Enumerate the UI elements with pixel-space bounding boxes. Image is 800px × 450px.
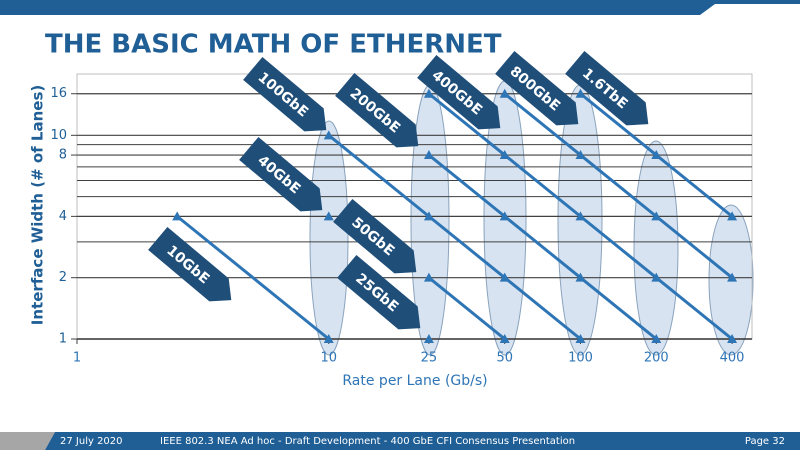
banner-shape bbox=[239, 136, 323, 212]
marker bbox=[499, 334, 510, 343]
series-line bbox=[327, 134, 582, 341]
marker bbox=[727, 211, 738, 221]
highlight bbox=[633, 140, 679, 356]
marker bbox=[727, 334, 738, 343]
y-tick-label: 4 bbox=[59, 209, 67, 224]
marker bbox=[575, 88, 586, 98]
y-axis-label: Interface Width (# of Lanes) bbox=[29, 85, 47, 325]
x-tick-label: 400 bbox=[720, 351, 745, 366]
footer-band bbox=[45, 432, 800, 450]
marker bbox=[499, 211, 510, 221]
marker bbox=[499, 272, 510, 282]
x-axis-label: Rate per Lane (Gb/s) bbox=[342, 373, 487, 389]
footer-page: Page 32 bbox=[745, 436, 785, 447]
marker bbox=[323, 211, 334, 221]
banner-shape bbox=[417, 54, 501, 130]
top-band bbox=[0, 0, 800, 15]
marker bbox=[423, 150, 434, 160]
y-tick-label: 16 bbox=[50, 86, 67, 101]
x-tick-label: 10 bbox=[320, 351, 337, 366]
marker bbox=[651, 211, 662, 221]
footer-date: 27 July 2020 bbox=[60, 436, 123, 447]
marker bbox=[575, 211, 586, 221]
x-tick-label: 100 bbox=[568, 351, 593, 366]
y-tick-label: 2 bbox=[59, 270, 67, 285]
plot bbox=[172, 88, 738, 343]
marker bbox=[323, 130, 334, 140]
marker bbox=[423, 334, 434, 343]
banner-shape bbox=[148, 226, 232, 302]
x-tick-label: 25 bbox=[421, 351, 438, 366]
marker bbox=[651, 334, 662, 343]
banner-shape bbox=[337, 254, 421, 330]
banner-shape bbox=[495, 50, 579, 126]
marker bbox=[651, 272, 662, 282]
y-tick-label: 1 bbox=[59, 332, 67, 347]
marker bbox=[423, 88, 434, 98]
marker bbox=[651, 150, 662, 160]
footer-wedge bbox=[0, 432, 55, 450]
banner-shape bbox=[565, 50, 649, 126]
marker bbox=[172, 211, 183, 221]
marker bbox=[575, 150, 586, 160]
slide-title: THE BASIC MATH OF ETHERNET bbox=[45, 30, 502, 60]
grid: 1 2 4 8 10 16 1 10 25 50 100 200 400 bbox=[50, 73, 753, 366]
x-tick-label: 1 bbox=[73, 351, 81, 366]
highlight bbox=[309, 120, 349, 356]
banner-shape bbox=[243, 56, 327, 132]
marker bbox=[323, 334, 334, 343]
series-line bbox=[427, 276, 506, 341]
footer-text: IEEE 802.3 NEA Ad hoc - Draft Developmen… bbox=[160, 436, 575, 447]
marker bbox=[499, 150, 510, 160]
marker bbox=[423, 211, 434, 221]
series-line bbox=[503, 92, 734, 279]
marker bbox=[423, 272, 434, 282]
y-tick-label: 8 bbox=[59, 148, 67, 163]
marker bbox=[727, 272, 738, 282]
y-tick-label: 10 bbox=[50, 128, 67, 143]
marker bbox=[575, 334, 586, 343]
series-line bbox=[427, 153, 658, 341]
x-tick-label: 200 bbox=[644, 351, 669, 366]
banner-shape bbox=[335, 72, 419, 148]
series-line bbox=[176, 215, 330, 341]
marker bbox=[499, 88, 510, 98]
banner-shape bbox=[333, 198, 417, 274]
marker bbox=[575, 272, 586, 282]
x-tick-label: 50 bbox=[496, 351, 513, 366]
